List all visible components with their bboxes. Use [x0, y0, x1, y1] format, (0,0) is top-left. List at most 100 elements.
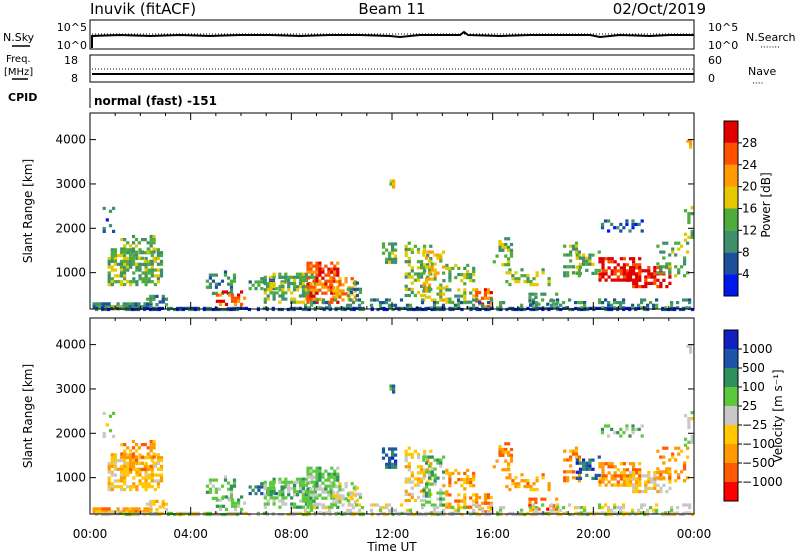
- echo-cell: [478, 506, 482, 510]
- echo-cell: [520, 268, 524, 272]
- echo-cell: [563, 479, 567, 483]
- echo-cell: [550, 503, 554, 507]
- echo-cell: [312, 484, 316, 488]
- echo-cell: [123, 274, 127, 278]
- echo-cell: [445, 266, 449, 270]
- echo-cell: [125, 507, 129, 511]
- echo-cell: [131, 250, 136, 254]
- echo-cell: [102, 206, 106, 210]
- echo-cell: [670, 301, 674, 305]
- echo-cell: [457, 471, 461, 475]
- echo-cell: [330, 505, 334, 509]
- echo-cell: [607, 257, 611, 261]
- power-y-axis-label: Slant Range [km]: [21, 159, 35, 263]
- echo-cell: [318, 469, 322, 473]
- colorbar-tick-label: −100: [742, 437, 775, 451]
- echo-cell: [152, 238, 156, 242]
- echo-cell: [160, 511, 165, 515]
- echo-cell: [469, 481, 473, 485]
- echo-cell: [301, 278, 305, 282]
- echo-cell: [463, 276, 467, 280]
- echo-cell: [140, 306, 144, 310]
- x-axis-label: Time UT: [366, 540, 417, 554]
- echo-cell: [490, 306, 494, 310]
- echo-cell: [601, 306, 605, 310]
- echo-cell: [306, 261, 310, 265]
- echo-cell: [659, 470, 663, 474]
- echo-cell: [295, 493, 300, 497]
- echo-cell: [330, 288, 334, 292]
- echo-cell: [563, 470, 567, 474]
- echo-cell: [426, 275, 430, 279]
- echo-cell: [466, 505, 470, 509]
- echo-cell: [132, 280, 136, 284]
- echo-cell: [107, 485, 111, 489]
- echo-cell: [422, 476, 426, 480]
- echo-cell: [310, 275, 314, 279]
- echo-cell: [214, 478, 218, 482]
- echo-cell: [214, 282, 218, 286]
- echo-cell: [281, 502, 285, 506]
- echo-cell: [601, 257, 605, 261]
- echo-cell: [665, 446, 669, 450]
- echo-cell: [241, 306, 245, 310]
- echo-cell: [98, 302, 102, 306]
- echo-cell: [546, 302, 550, 306]
- echo-cell: [338, 488, 342, 492]
- echo-cell: [208, 481, 212, 485]
- echo-cell: [442, 298, 446, 302]
- echo-cell: [683, 443, 688, 447]
- echo-cell: [150, 254, 154, 258]
- echo-cell: [266, 499, 270, 503]
- echo-cell: [263, 496, 267, 500]
- echo-cell: [321, 475, 325, 479]
- echo-cell: [451, 471, 455, 475]
- echo-cell: [504, 447, 508, 452]
- echo-cell: [129, 250, 133, 254]
- echo-cell: [619, 508, 623, 512]
- echo-cell: [650, 281, 654, 285]
- echo-cell: [107, 280, 111, 284]
- echo-cell: [475, 288, 479, 292]
- echo-cell: [625, 427, 629, 431]
- echo-cell: [110, 482, 114, 486]
- echo-cell: [574, 306, 578, 310]
- echo-cell: [290, 275, 294, 279]
- echo-cell: [156, 254, 160, 258]
- echo-cell: [116, 302, 120, 306]
- echo-cell: [685, 511, 689, 515]
- echo-cell: [156, 485, 160, 489]
- echo-cell: [676, 511, 680, 515]
- echo-cell: [321, 267, 325, 271]
- echo-cell: [346, 511, 350, 515]
- echo-cell: [445, 297, 449, 301]
- echo-cell: [442, 470, 446, 474]
- echo-cell: [686, 250, 690, 254]
- echo-cell: [578, 271, 583, 275]
- echo-cell: [638, 269, 642, 273]
- echo-cell: [138, 470, 142, 474]
- echo-cell: [638, 477, 642, 481]
- echo-cell: [211, 496, 215, 500]
- echo-cell: [138, 479, 142, 483]
- echo-cell: [164, 502, 169, 506]
- echo-cell: [119, 268, 124, 272]
- echo-cell: [134, 455, 139, 459]
- echo-cell: [156, 459, 160, 463]
- echo-cell: [472, 503, 476, 507]
- freq-label: Freq.: [6, 54, 31, 65]
- echo-cell: [237, 501, 241, 505]
- echo-cell: [687, 440, 691, 444]
- echo-cell: [613, 503, 617, 507]
- echo-cell: [385, 462, 389, 466]
- echo-cell: [399, 503, 404, 507]
- nsky-strip: N.Sky 10^5 10^0 10^5 10^0 N.Search ·····…: [3, 19, 796, 53]
- echo-cell: [345, 303, 350, 307]
- echo-cell: [483, 493, 488, 497]
- echo-cell: [407, 468, 411, 472]
- echo-cell: [330, 496, 334, 500]
- echo-cell: [425, 250, 429, 254]
- echo-cell: [251, 283, 255, 287]
- echo-cell: [427, 488, 432, 492]
